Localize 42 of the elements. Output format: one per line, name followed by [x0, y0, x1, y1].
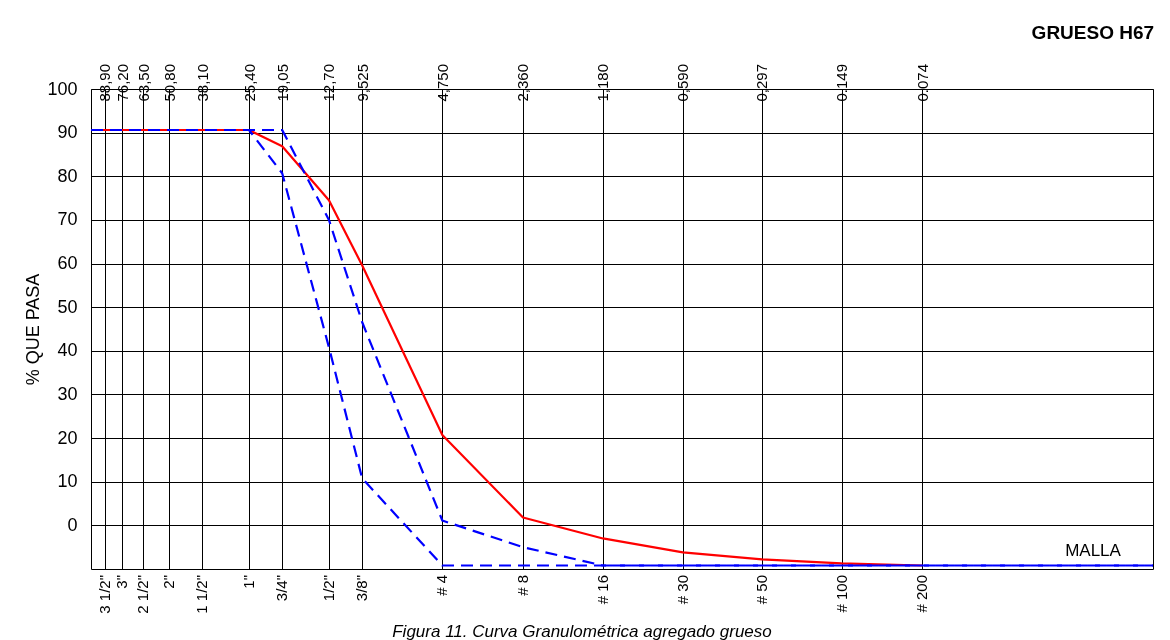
text: # 50 [752, 575, 770, 605]
text: 3" [113, 575, 131, 589]
text: 2" [160, 575, 178, 589]
x-tick-label: 25,40 [240, 63, 258, 102]
x-tick-label: 19,05 [273, 63, 291, 102]
y-tick-label: 20 [57, 427, 78, 448]
x-tick-label: 0.149 [833, 63, 851, 102]
x-tick-label: 0.074 [913, 63, 931, 102]
y-tick-label: 80 [57, 165, 78, 186]
x-tick-label: 1,180 [594, 63, 612, 102]
x-tick-label: 2,360 [514, 63, 532, 102]
y-tick-label: 40 [57, 340, 78, 361]
x-tick-label: 0,590 [674, 63, 692, 102]
y-tick-label: 90 [57, 122, 78, 143]
y-tick-label: 60 [57, 253, 78, 274]
annotation: MALLA [1065, 541, 1122, 560]
text: 3/4" [273, 575, 291, 602]
text: # 8 [513, 575, 531, 596]
chart-title: GRUESO H67 [1031, 22, 1155, 44]
text: 3 1/2" [95, 575, 113, 614]
text: 1 1/2" [193, 575, 211, 614]
y-tick-label: 70 [57, 209, 78, 230]
y-tick-label: 30 [57, 383, 78, 404]
text: # 200 [913, 575, 931, 613]
text: Figura 11. Curva Granulométrica agregado grueso [392, 622, 772, 640]
text: 1/2" [319, 575, 337, 602]
text: # 30 [673, 575, 691, 605]
y-tick-label: 10 [57, 471, 78, 492]
y-tick-label: 0 [67, 514, 78, 535]
y-tick-label: 100 [47, 78, 78, 99]
text: # 4 [433, 575, 451, 596]
x-tick-label: 4,750 [433, 63, 451, 102]
text: 1" [240, 575, 258, 589]
x-tick-label: 0,297 [753, 63, 771, 102]
x-tick-label: 12,70 [320, 63, 338, 102]
y-tick-label: 50 [57, 296, 78, 317]
x-tick-label: 9,525 [353, 63, 371, 102]
text: # 100 [832, 575, 850, 613]
text: 3/8" [353, 575, 371, 602]
text: 2 1/2" [134, 575, 152, 614]
text: # 16 [593, 575, 611, 605]
y-axis-title: % QUE PASA [23, 273, 44, 386]
